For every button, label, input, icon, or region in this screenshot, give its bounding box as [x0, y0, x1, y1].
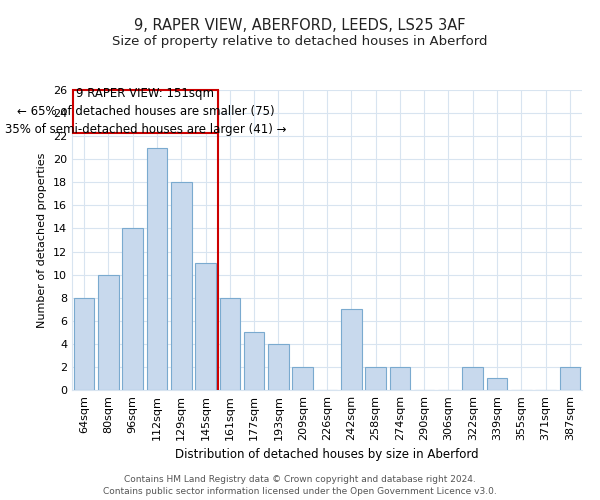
Bar: [244, 332, 265, 390]
Bar: [146, 148, 167, 390]
Bar: [389, 367, 410, 390]
X-axis label: Distribution of detached houses by size in Aberford: Distribution of detached houses by size …: [175, 448, 479, 462]
Text: Size of property relative to detached houses in Aberford: Size of property relative to detached ho…: [112, 35, 488, 48]
Bar: [98, 274, 119, 390]
Bar: [220, 298, 240, 390]
Bar: [195, 263, 216, 390]
Bar: [122, 228, 143, 390]
Text: 9 RAPER VIEW: 151sqm
← 65% of detached houses are smaller (75)
35% of semi-detac: 9 RAPER VIEW: 151sqm ← 65% of detached h…: [5, 87, 286, 136]
Bar: [463, 367, 483, 390]
Bar: [560, 367, 580, 390]
Y-axis label: Number of detached properties: Number of detached properties: [37, 152, 47, 328]
Bar: [171, 182, 191, 390]
Text: Contains HM Land Registry data © Crown copyright and database right 2024.: Contains HM Land Registry data © Crown c…: [124, 474, 476, 484]
Bar: [268, 344, 289, 390]
Text: Contains public sector information licensed under the Open Government Licence v3: Contains public sector information licen…: [103, 486, 497, 496]
Bar: [341, 309, 362, 390]
Text: 9, RAPER VIEW, ABERFORD, LEEDS, LS25 3AF: 9, RAPER VIEW, ABERFORD, LEEDS, LS25 3AF: [134, 18, 466, 32]
Bar: [292, 367, 313, 390]
Bar: [74, 298, 94, 390]
Bar: [487, 378, 508, 390]
Bar: [365, 367, 386, 390]
Bar: [73, 90, 218, 132]
